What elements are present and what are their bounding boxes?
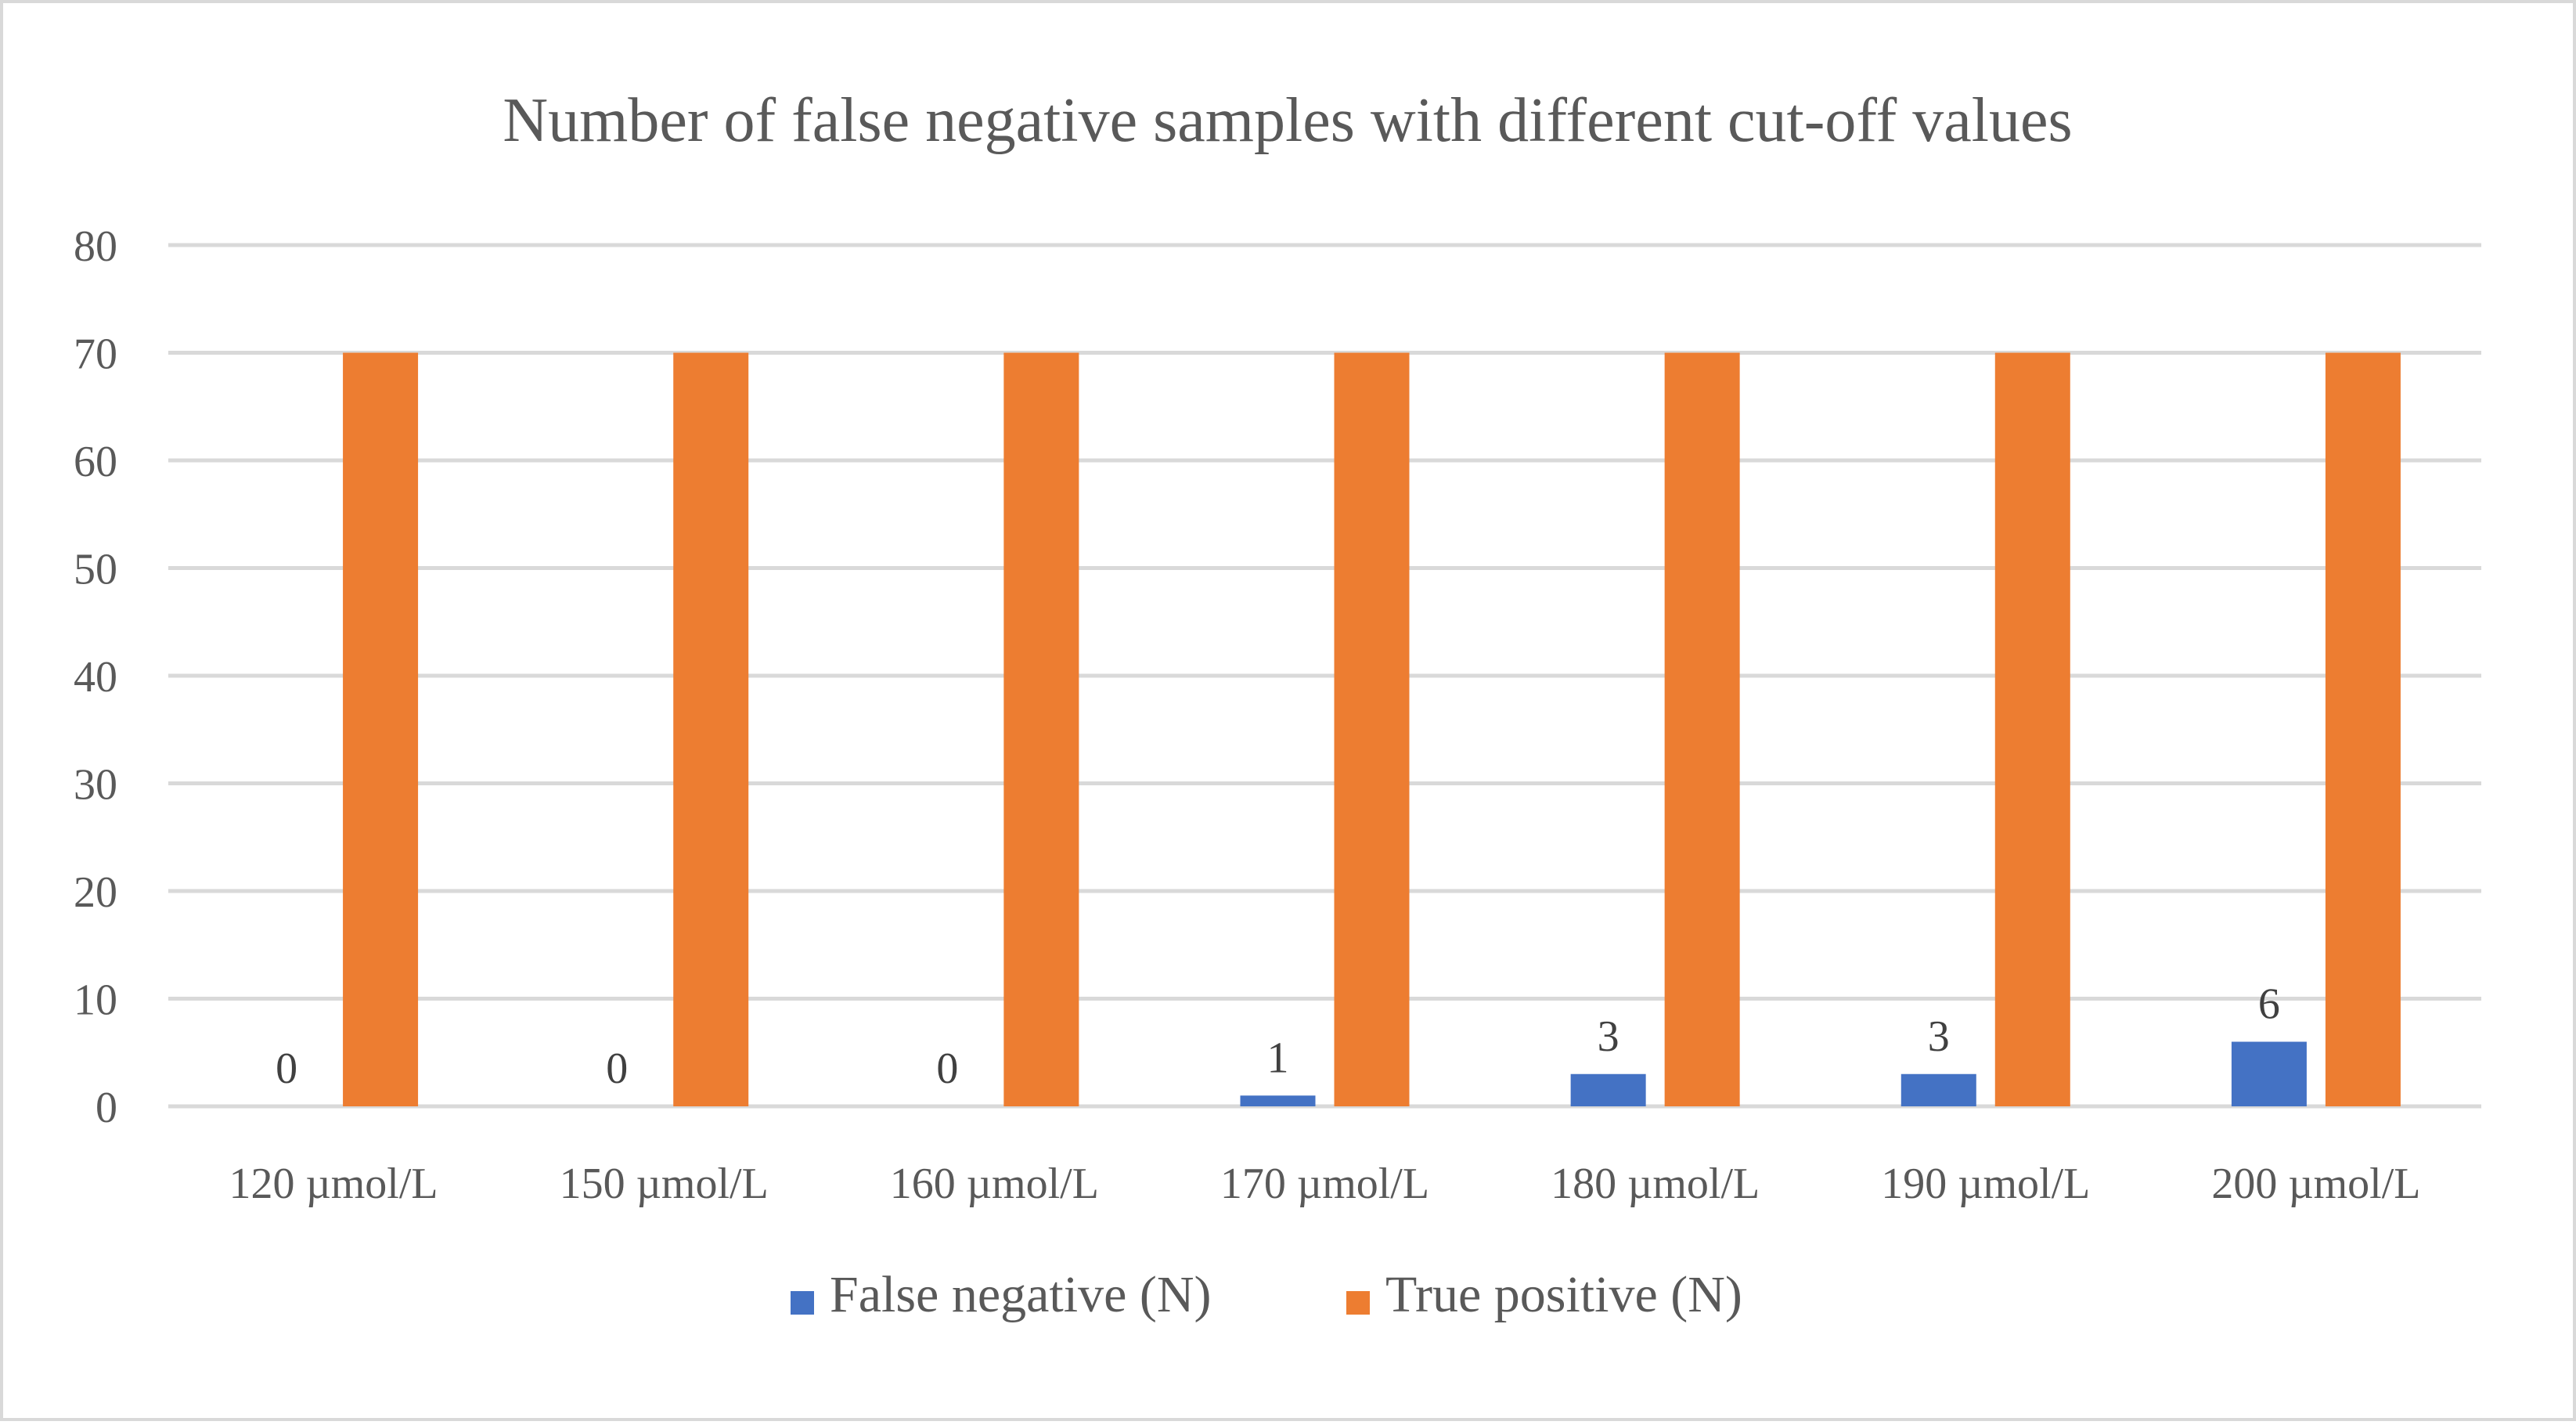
legend-label-false-negative-n: False negative (N) bbox=[830, 1266, 1212, 1323]
legend: False negative (N) True positive (N) bbox=[791, 1266, 1742, 1323]
legend-swatch-false-negative-n bbox=[791, 1291, 814, 1315]
x-tick-label: 170 µmol/L bbox=[1220, 1160, 1429, 1208]
bar-true-positive-n bbox=[343, 352, 419, 1106]
bar-false-negative-n bbox=[1240, 1095, 1316, 1106]
x-axis-tick-labels: 120 µmol/L 150 µmol/L 160 µmol/L 170 µmol/L… bbox=[229, 1160, 2420, 1208]
data-label: 0 bbox=[606, 1044, 628, 1093]
bar-true-positive-n bbox=[1664, 352, 1740, 1106]
y-tick-label: 0 bbox=[95, 1084, 117, 1132]
legend-label-true-positive-n: True positive (N) bbox=[1385, 1266, 1742, 1323]
x-tick-label: 120 µmol/L bbox=[229, 1160, 438, 1208]
bar-true-positive-n bbox=[2325, 352, 2401, 1106]
y-tick-label: 30 bbox=[74, 761, 117, 810]
y-tick-label: 40 bbox=[74, 653, 117, 702]
x-tick-label: 180 µmol/L bbox=[1551, 1160, 1760, 1208]
data-label: 0 bbox=[936, 1044, 958, 1093]
bar-true-positive-n bbox=[1334, 352, 1410, 1106]
gridlines bbox=[168, 243, 2481, 1109]
data-labels: 0 0 0 1 3 3 6 bbox=[276, 980, 2280, 1094]
bar-false-negative-n bbox=[1900, 1073, 1976, 1106]
y-tick-label: 50 bbox=[74, 546, 117, 594]
x-tick-label: 190 µmol/L bbox=[1881, 1160, 2090, 1208]
bar-true-positive-n bbox=[673, 352, 749, 1106]
y-tick-label: 70 bbox=[74, 330, 117, 379]
y-tick-label: 80 bbox=[74, 222, 117, 271]
data-label: 3 bbox=[1598, 1012, 1619, 1061]
data-label: 0 bbox=[276, 1044, 297, 1093]
y-axis-tick-labels: 0 10 20 30 40 50 60 70 80 bbox=[74, 222, 117, 1132]
bar-false-negative-n bbox=[2231, 1041, 2307, 1106]
data-label: 1 bbox=[1267, 1034, 1289, 1082]
bar-false-negative-n bbox=[1570, 1073, 1646, 1106]
x-tick-label: 200 µmol/L bbox=[2211, 1160, 2420, 1208]
x-tick-label: 160 µmol/L bbox=[890, 1160, 1099, 1208]
bar-true-positive-n bbox=[1994, 352, 2070, 1106]
y-tick-label: 20 bbox=[74, 868, 117, 917]
x-tick-label: 150 µmol/L bbox=[560, 1160, 769, 1208]
bars bbox=[343, 352, 2401, 1106]
bar-true-positive-n bbox=[1003, 352, 1079, 1106]
legend-swatch-true-positive-n bbox=[1346, 1291, 1370, 1315]
chart-title: Number of false negative samples with di… bbox=[503, 86, 2072, 155]
y-tick-label: 10 bbox=[74, 976, 117, 1025]
y-tick-label: 60 bbox=[74, 438, 117, 486]
data-label: 3 bbox=[1928, 1012, 1950, 1061]
data-label: 6 bbox=[2258, 980, 2280, 1029]
